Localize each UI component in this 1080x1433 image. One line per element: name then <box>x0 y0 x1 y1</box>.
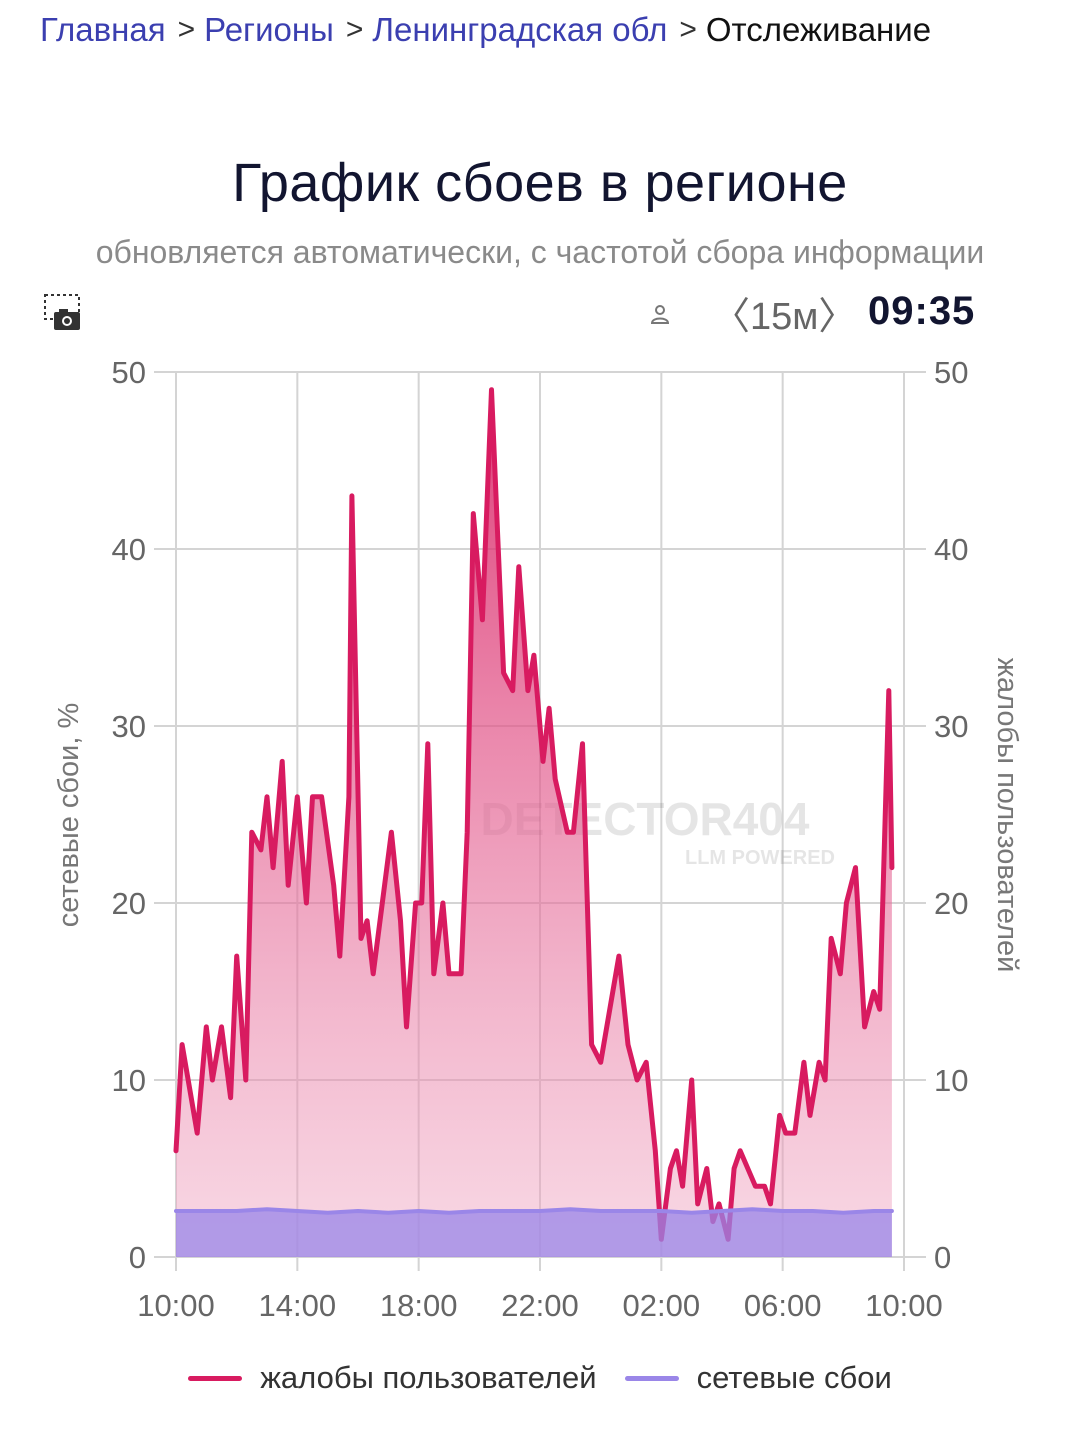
current-time: 09:35 <box>868 288 976 333</box>
page-title: График сбоев в регионе <box>232 153 848 213</box>
y-tick-label-left: 20 <box>112 886 146 921</box>
breadcrumb-current: Отслеживание <box>705 11 932 48</box>
chevron-right-icon: > <box>345 13 364 46</box>
y-tick-label-right: 50 <box>934 355 968 390</box>
y-tick-label-right: 30 <box>934 709 968 744</box>
y-tick-label-left: 40 <box>112 532 146 567</box>
interval-selector[interactable]: 〈15м〉 <box>712 295 857 338</box>
page-subtitle: обновляется автоматически, с частотой сб… <box>95 234 985 270</box>
y-tick-label-left: 10 <box>112 1063 146 1098</box>
screenshot-button[interactable] <box>44 294 80 332</box>
x-tick-label: 10:00 <box>137 1288 215 1323</box>
x-tick-label: 14:00 <box>259 1288 337 1323</box>
y-tick-label-left: 50 <box>112 355 146 390</box>
breadcrumb-link-home[interactable]: Главная <box>40 11 166 48</box>
y-tick-label-right: 0 <box>934 1240 951 1275</box>
legend-swatch-complaints <box>188 1375 243 1381</box>
x-tick-label: 06:00 <box>744 1288 822 1323</box>
legend-label-complaints: жалобы пользователей <box>260 1360 597 1395</box>
watermark-subtext: LLM POWERED <box>685 847 835 869</box>
user-icon[interactable] <box>648 302 672 326</box>
series-line-network <box>174 1207 894 1215</box>
y-axis-label-right: жалобы пользователей <box>991 658 1023 973</box>
breadcrumb: Главная > Регионы > Ленинградская обл > … <box>40 8 931 52</box>
chevron-right-icon: > <box>177 13 196 46</box>
y-tick-label-right: 20 <box>934 886 968 921</box>
y-axis-label-left: сетевые сбои, % <box>53 703 85 928</box>
axes: 0 0 10 10 20 20 30 30 40 40 50 50 10:00 14:00 18:00 22:… <box>112 355 969 1323</box>
legend-label-network: сетевые сбои <box>696 1360 892 1395</box>
y-tick-label-right: 40 <box>934 532 968 567</box>
breadcrumb-link-regions[interactable]: Регионы <box>204 11 334 48</box>
x-tick-label: 22:00 <box>501 1288 579 1323</box>
legend: жалобы пользователей сетевые сбои <box>0 1356 1080 1400</box>
series-line-complaints <box>173 387 895 1242</box>
chevron-right-icon: > <box>679 13 697 46</box>
x-tick-label: 02:00 <box>623 1288 701 1323</box>
x-tick-label: 18:00 <box>380 1288 458 1323</box>
y-tick-label-left: 30 <box>112 709 146 744</box>
x-tick-label: 10:00 <box>865 1288 943 1323</box>
legend-swatch-network <box>624 1375 679 1381</box>
series-area-complaints <box>176 389 892 1257</box>
y-tick-label-left: 0 <box>129 1240 146 1275</box>
series <box>173 387 895 1257</box>
y-tick-label-right: 10 <box>934 1063 968 1098</box>
legend-item-network[interactable]: сетевые сбои <box>624 1360 892 1396</box>
legend-item-complaints[interactable]: жалобы пользователей <box>188 1360 597 1396</box>
camera-icon <box>44 294 80 330</box>
breadcrumb-link-region[interactable]: Ленинградская обл <box>372 11 668 48</box>
series-area-network <box>176 1209 892 1257</box>
